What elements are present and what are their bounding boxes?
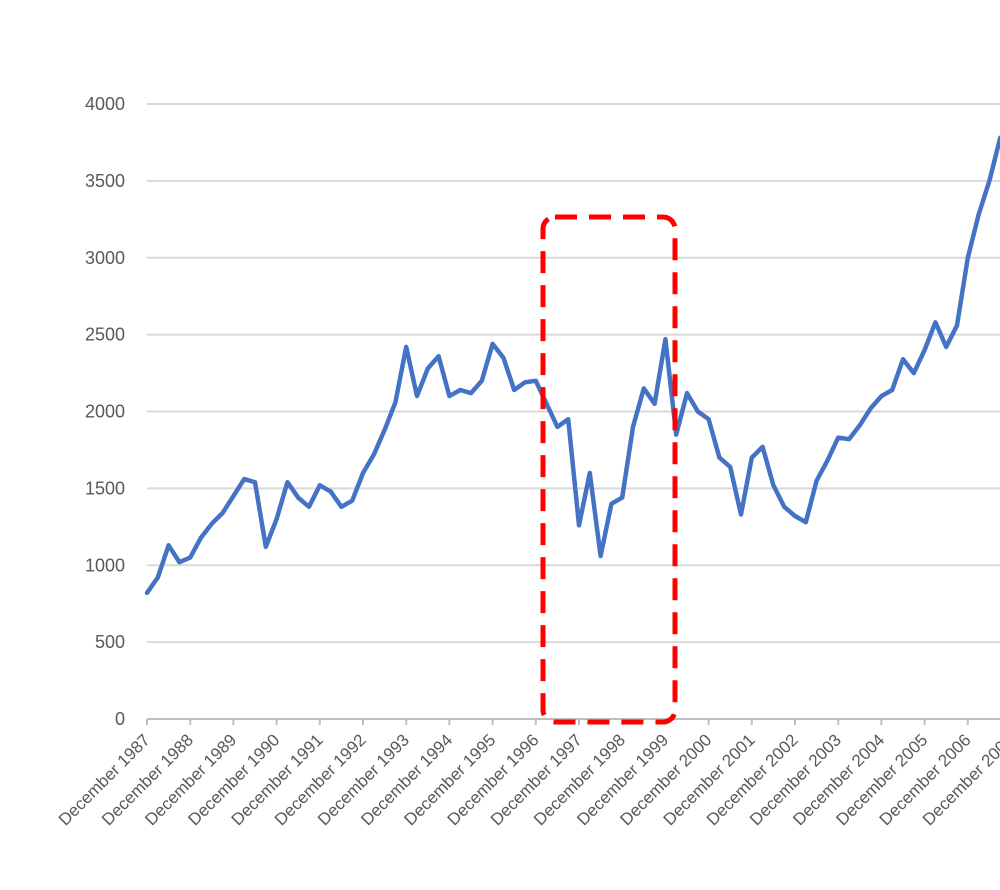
- y-tick-label: 0: [115, 709, 125, 729]
- y-tick-label: 500: [95, 632, 125, 652]
- plot: [144, 135, 1000, 596]
- line-series: [144, 135, 1000, 596]
- grid: 0 500 1000 1500 2000 2500 3000 3500 4000: [85, 94, 1000, 729]
- y-tick-label: 2500: [85, 325, 125, 345]
- y-tick-label: 4000: [85, 94, 125, 114]
- y-tick-label: 3500: [85, 171, 125, 191]
- y-tick-label: 1500: [85, 478, 125, 498]
- highlight-box: [540, 214, 678, 725]
- y-tick-label: 3000: [85, 248, 125, 268]
- y-tick-label: 1000: [85, 555, 125, 575]
- y-tick-label: 2000: [85, 402, 125, 422]
